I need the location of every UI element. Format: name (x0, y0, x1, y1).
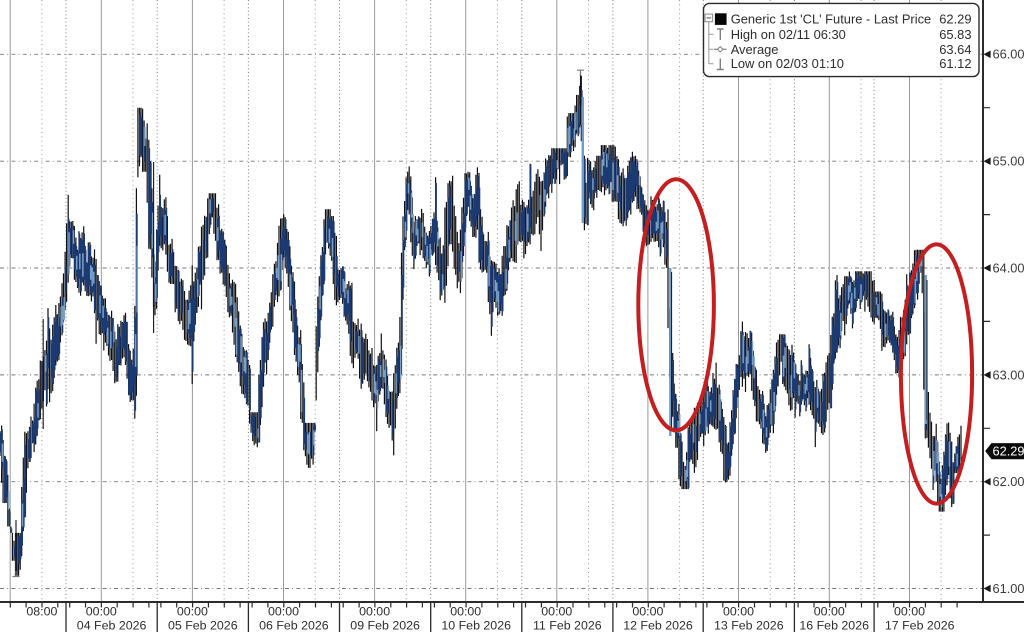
svg-text:64.00: 64.00 (993, 260, 1024, 275)
svg-text:11 Feb 2026: 11 Feb 2026 (533, 619, 602, 633)
svg-text:17 Feb 2026: 17 Feb 2026 (885, 619, 955, 633)
svg-text:00:00: 00:00 (268, 605, 299, 619)
svg-text:05 Feb 2026: 05 Feb 2026 (168, 619, 238, 633)
svg-text:00:00: 00:00 (814, 605, 845, 619)
svg-text:00:00: 00:00 (450, 605, 481, 619)
svg-text:00:00: 00:00 (723, 605, 754, 619)
svg-text:Average: Average (731, 42, 779, 57)
svg-text:10 Feb 2026: 10 Feb 2026 (441, 619, 511, 633)
svg-text:16 Feb 2026: 16 Feb 2026 (799, 619, 869, 633)
svg-text:06 Feb 2026: 06 Feb 2026 (259, 619, 329, 633)
svg-text:63.64: 63.64 (939, 42, 971, 57)
svg-text:08:00: 08:00 (26, 605, 57, 619)
svg-text:62.29: 62.29 (939, 12, 971, 27)
svg-text:13 Feb 2026: 13 Feb 2026 (714, 619, 784, 633)
svg-text:00:00: 00:00 (86, 605, 117, 619)
svg-text:00:00: 00:00 (177, 605, 208, 619)
svg-text:66.00: 66.00 (993, 47, 1024, 62)
svg-text:00:00: 00:00 (541, 605, 572, 619)
svg-text:61.12: 61.12 (939, 56, 971, 71)
svg-text:65.83: 65.83 (939, 27, 971, 42)
svg-text:62.00: 62.00 (993, 474, 1024, 489)
svg-text:63.00: 63.00 (993, 367, 1024, 382)
svg-text:12 Feb 2026: 12 Feb 2026 (623, 619, 693, 633)
svg-text:00:00: 00:00 (632, 605, 663, 619)
svg-text:09 Feb 2026: 09 Feb 2026 (350, 619, 420, 633)
svg-text:Generic 1st 'CL' Future - Last: Generic 1st 'CL' Future - Last Price (731, 12, 932, 27)
svg-text:00:00: 00:00 (359, 605, 390, 619)
svg-text:00:00: 00:00 (894, 605, 925, 619)
svg-text:04 Feb 2026: 04 Feb 2026 (77, 619, 147, 633)
svg-text:Low on 02/03 01:10: Low on 02/03 01:10 (731, 56, 844, 71)
svg-text:61.00: 61.00 (993, 581, 1024, 596)
svg-text:High on 02/11 06:30: High on 02/11 06:30 (731, 27, 846, 42)
svg-text:62.29: 62.29 (993, 444, 1024, 459)
svg-text:65.00: 65.00 (993, 154, 1024, 169)
